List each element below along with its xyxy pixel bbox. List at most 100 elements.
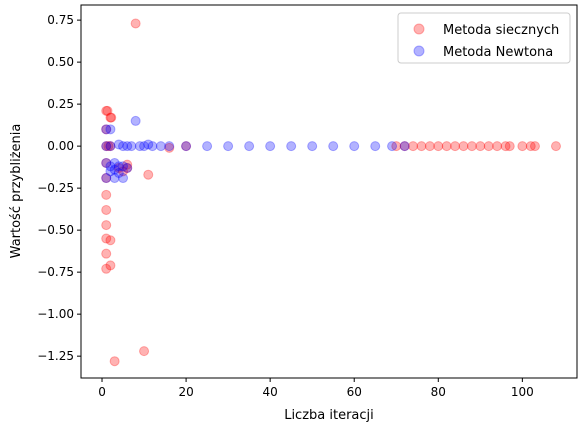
- secant-point: [458, 141, 469, 152]
- secant-point: [105, 260, 116, 271]
- secant-point: [504, 141, 515, 152]
- newton-point: [118, 173, 129, 184]
- secant-point: [118, 166, 129, 177]
- legend: Metoda siecznych Metoda Newtona: [397, 12, 571, 64]
- secant-point: [399, 141, 410, 152]
- newton-point: [109, 173, 120, 184]
- secant-point: [101, 157, 112, 168]
- secant-point: [105, 235, 116, 246]
- legend-marker-secant: [413, 23, 425, 35]
- newton-point: [265, 141, 276, 152]
- legend-label-secant: Metoda siecznych: [443, 23, 559, 38]
- x-tick-label: 0: [98, 385, 106, 399]
- newton-point: [139, 141, 150, 152]
- newton-point: [202, 141, 213, 152]
- newton-point: [101, 124, 112, 135]
- newton-point: [109, 164, 120, 175]
- y-tick-label: −0.75: [37, 265, 74, 279]
- secant-point: [105, 141, 116, 152]
- newton-point: [118, 141, 129, 152]
- secant-point: [101, 173, 112, 184]
- y-tick-label: −1.25: [37, 349, 74, 363]
- y-tick-label: 0.75: [47, 13, 74, 27]
- newton-point: [109, 157, 120, 168]
- x-tick-label: 80: [431, 385, 446, 399]
- secant-point: [450, 141, 461, 152]
- x-axis-label: Liczba iteracji: [284, 408, 374, 423]
- secant-point: [105, 112, 116, 123]
- secant-point: [106, 112, 117, 123]
- secant-point: [101, 124, 112, 135]
- newton-point: [105, 166, 116, 177]
- newton-point: [143, 139, 154, 150]
- plot-frame: [80, 4, 578, 379]
- newton-point: [105, 141, 116, 152]
- secant-point: [517, 141, 528, 152]
- secant-point: [143, 169, 154, 180]
- secant-point: [529, 141, 540, 152]
- x-tick-label: 100: [511, 385, 534, 399]
- secant-point: [109, 356, 120, 367]
- x-axis-ticks: 0 20 40 60 80 100: [98, 378, 534, 399]
- secant-point: [466, 141, 477, 152]
- newton-point: [370, 141, 381, 152]
- newton-point: [105, 124, 116, 135]
- newton-point: [349, 141, 360, 152]
- newton-point: [101, 141, 112, 152]
- secant-point: [424, 141, 435, 152]
- newton-point: [181, 141, 192, 152]
- newton-point: [113, 168, 124, 179]
- secant-point: [391, 141, 402, 152]
- newton-point: [122, 162, 133, 173]
- secant-point: [101, 220, 112, 231]
- newton-point: [244, 141, 255, 152]
- secant-point: [130, 18, 141, 29]
- secant-point: [416, 141, 427, 152]
- newton-point: [126, 141, 137, 152]
- secant-point: [139, 346, 150, 357]
- secant-point: [101, 204, 112, 215]
- y-axis-label: Wartość przybliżenia: [9, 124, 24, 259]
- legend-box: [397, 12, 571, 64]
- y-tick-label: −0.50: [37, 223, 74, 237]
- secant-point: [101, 248, 112, 259]
- secant-point: [101, 189, 112, 200]
- x-tick-label: 20: [178, 385, 193, 399]
- newton-point: [122, 141, 133, 152]
- secant-point: [101, 233, 112, 244]
- y-tick-label: 0.00: [47, 139, 74, 153]
- x-tick-label: 60: [347, 385, 362, 399]
- legend-label-newton: Metoda Newtona: [443, 45, 553, 60]
- newton-point: [130, 115, 141, 126]
- newton-point: [147, 141, 158, 152]
- secant-point: [101, 263, 112, 274]
- secant-point: [492, 141, 503, 152]
- secant-point: [164, 142, 175, 153]
- newton-point: [101, 173, 112, 184]
- newton-point: [223, 141, 234, 152]
- data-points: [101, 18, 561, 367]
- secant-point: [550, 141, 561, 152]
- newton-point: [164, 141, 175, 152]
- newton-point: [105, 161, 116, 172]
- newton-point: [307, 141, 318, 152]
- newton-point: [399, 141, 410, 152]
- x-tick-label: 40: [263, 385, 278, 399]
- secant-point: [408, 141, 419, 152]
- secant-point: [181, 141, 192, 152]
- secant-point: [101, 141, 112, 152]
- secant-point: [122, 162, 133, 173]
- secant-point: [113, 162, 124, 173]
- newton-point: [387, 141, 398, 152]
- newton-point: [113, 161, 124, 172]
- legend-marker-newton: [413, 45, 425, 57]
- y-axis-ticks: −1.25 −1.00 −0.75 −0.50 −0.25 0.00 0.25 0.50 0.7…: [37, 13, 81, 363]
- newton-point: [118, 161, 129, 172]
- newton-point: [155, 141, 166, 152]
- secant-point: [441, 141, 452, 152]
- y-tick-label: 0.25: [47, 97, 74, 111]
- secant-point: [475, 141, 486, 152]
- newton-point: [113, 139, 124, 150]
- newton-point: [328, 141, 339, 152]
